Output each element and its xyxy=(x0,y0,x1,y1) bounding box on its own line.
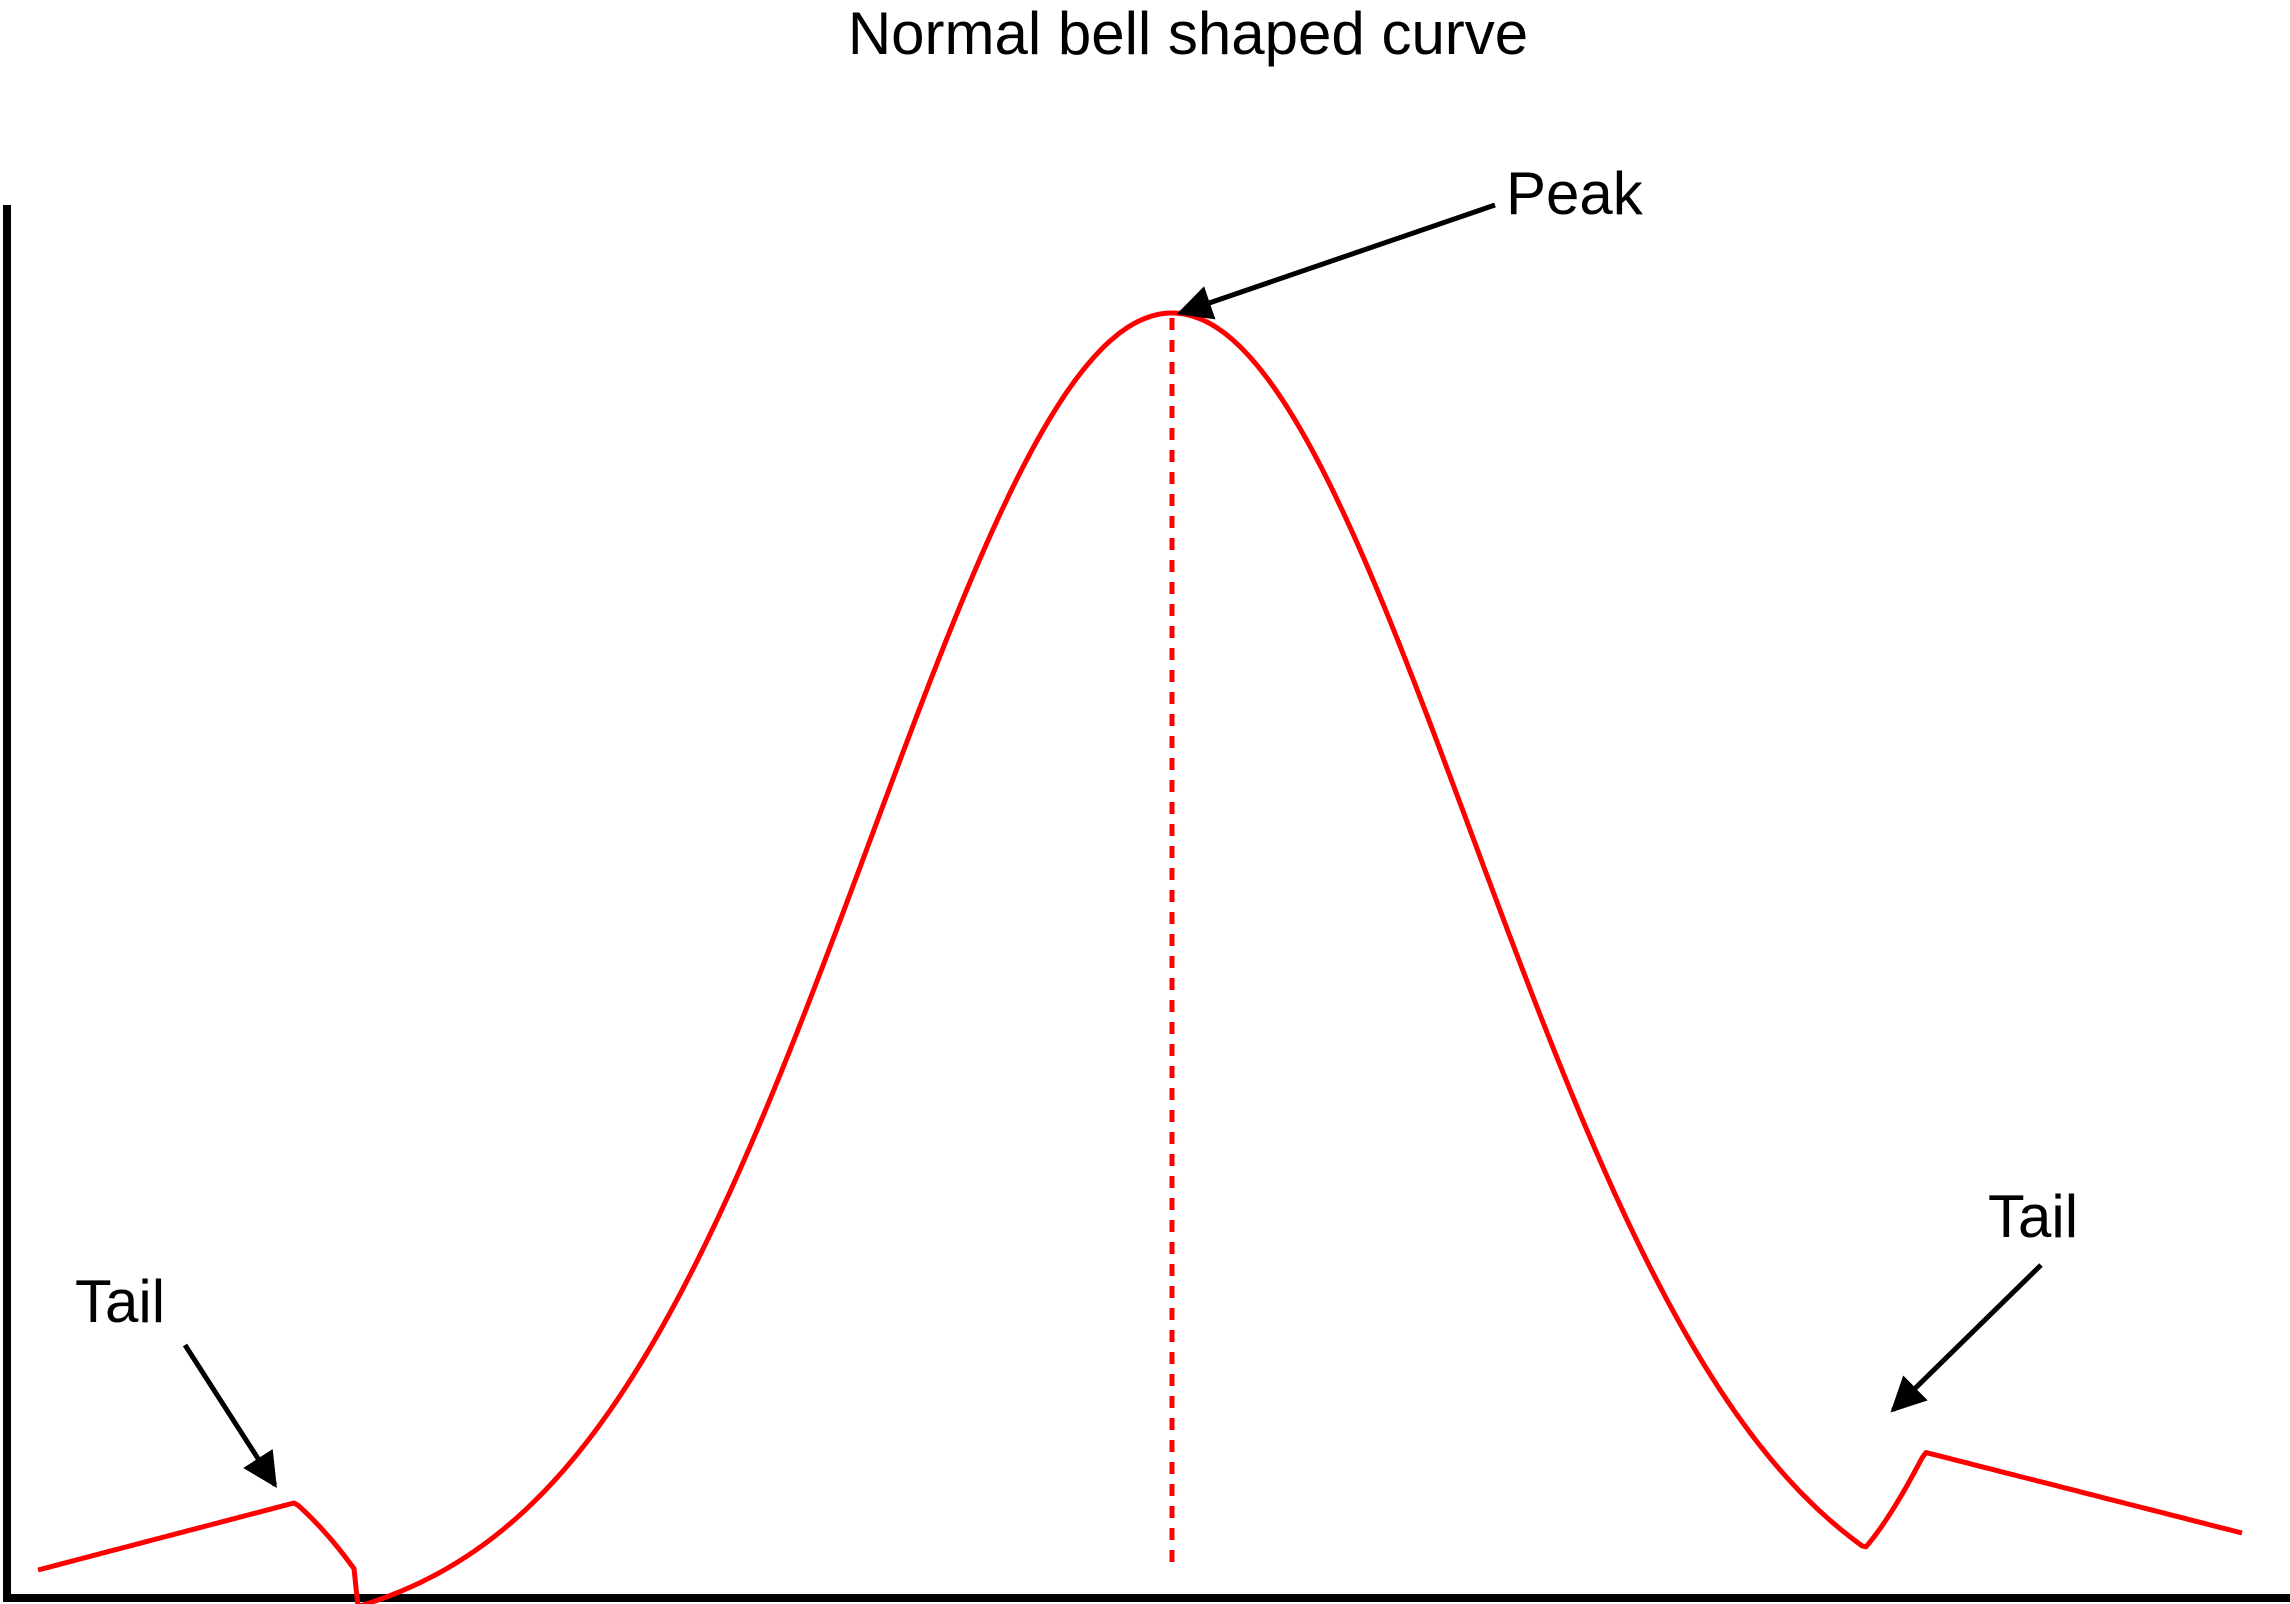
tail-label-left: Tail xyxy=(75,1268,165,1335)
bell-curve xyxy=(37,310,2243,1604)
diagram-title: Normal bell shaped curve xyxy=(848,0,1528,67)
peak-label: Peak xyxy=(1506,160,1644,227)
peak-arrow xyxy=(1176,202,1496,320)
tail-arrow-right xyxy=(1890,1263,2043,1413)
tail-arrow-left xyxy=(182,1343,278,1488)
tail-label-right: Tail xyxy=(1988,1183,2078,1250)
